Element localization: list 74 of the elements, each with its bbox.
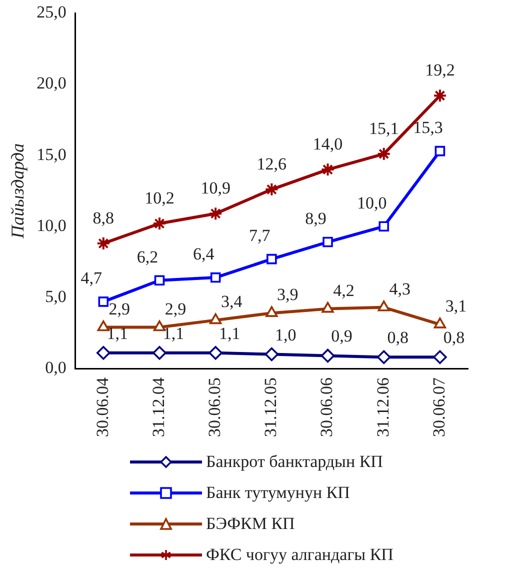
point	[320, 162, 335, 177]
point	[322, 236, 333, 248]
data-label: 0,8	[443, 328, 465, 348]
data-label: 8,9	[305, 208, 326, 228]
data-label: 15,3	[413, 118, 443, 138]
point	[264, 347, 279, 362]
y-axis-title: Пайыздарда	[8, 143, 28, 240]
y-tick-label: 10,0	[36, 216, 66, 235]
point	[320, 348, 335, 363]
data-label: 6,2	[136, 247, 158, 266]
point	[208, 346, 222, 360]
data-label: 1,0	[275, 325, 296, 344]
y-tick-label: 15,0	[36, 144, 66, 164]
x-tick-label: 31.12.04	[148, 377, 168, 437]
point	[434, 318, 446, 328]
x-tick-label: 30.06.05	[205, 378, 224, 437]
point	[97, 320, 110, 332]
data-label: 10,9	[200, 178, 230, 198]
data-label: 15,1	[368, 118, 399, 138]
data-label: 3,1	[445, 296, 467, 316]
x-tick-label: 31.12.05	[261, 378, 280, 437]
data-label: 0,8	[387, 328, 408, 348]
point	[378, 221, 390, 232]
point	[376, 146, 391, 161]
point	[208, 206, 223, 221]
data-label: 7,7	[249, 226, 271, 246]
data-label: 0,9	[331, 326, 352, 346]
data-label: 1,1	[106, 324, 128, 343]
data-label: 1,1	[162, 324, 184, 343]
data-label: 19,2	[425, 60, 455, 80]
point	[266, 306, 278, 317]
data-label: 4,2	[333, 280, 354, 300]
legend-label: Банк тутумунун КП	[206, 482, 350, 502]
point	[434, 146, 446, 156]
x-tick-label: 30.06.04	[92, 377, 112, 437]
data-label: 14,0	[312, 134, 343, 154]
point	[432, 88, 447, 103]
point	[153, 320, 166, 332]
data-label: 2,9	[164, 299, 186, 318]
point	[98, 296, 109, 307]
data-label: 4,7	[80, 268, 103, 288]
point	[376, 350, 391, 364]
point	[209, 313, 222, 324]
data-label: 10,0	[356, 193, 387, 212]
data-label: 2,9	[108, 299, 130, 318]
y-tick-label: 20,0	[36, 74, 66, 93]
y-tick-label: 25,0	[36, 2, 66, 22]
point	[96, 346, 110, 360]
legend-label: ФКС чогуу алгандагы КП	[206, 544, 394, 564]
data-label: 3,4	[220, 292, 243, 312]
data-label: 8,8	[92, 208, 114, 228]
point	[433, 350, 447, 364]
point	[152, 216, 166, 231]
x-tick-label: 31.12.06	[373, 378, 392, 437]
y-tick-label: 5,0	[45, 286, 66, 306]
legend-label: Банкрот банктардын КП	[206, 452, 383, 472]
data-label: 10,2	[144, 188, 174, 208]
legend-label: БЭФКМ КП	[206, 514, 295, 534]
point	[378, 300, 390, 312]
x-tick-label: 30.06.07	[429, 377, 448, 437]
x-tick-label: 30.06.06	[317, 378, 336, 437]
point	[264, 182, 279, 196]
point	[96, 236, 110, 250]
data-label: 6,4	[192, 244, 215, 264]
point	[210, 272, 221, 283]
data-label: 4,3	[389, 279, 410, 298]
y-tick-label: 0,0	[45, 358, 66, 377]
data-label: 1,1	[218, 324, 240, 343]
data-label: 3,9	[277, 285, 298, 304]
point	[266, 254, 277, 264]
point	[322, 302, 334, 313]
point	[152, 346, 166, 360]
point	[154, 275, 165, 286]
data-label: 12,6	[256, 154, 287, 174]
